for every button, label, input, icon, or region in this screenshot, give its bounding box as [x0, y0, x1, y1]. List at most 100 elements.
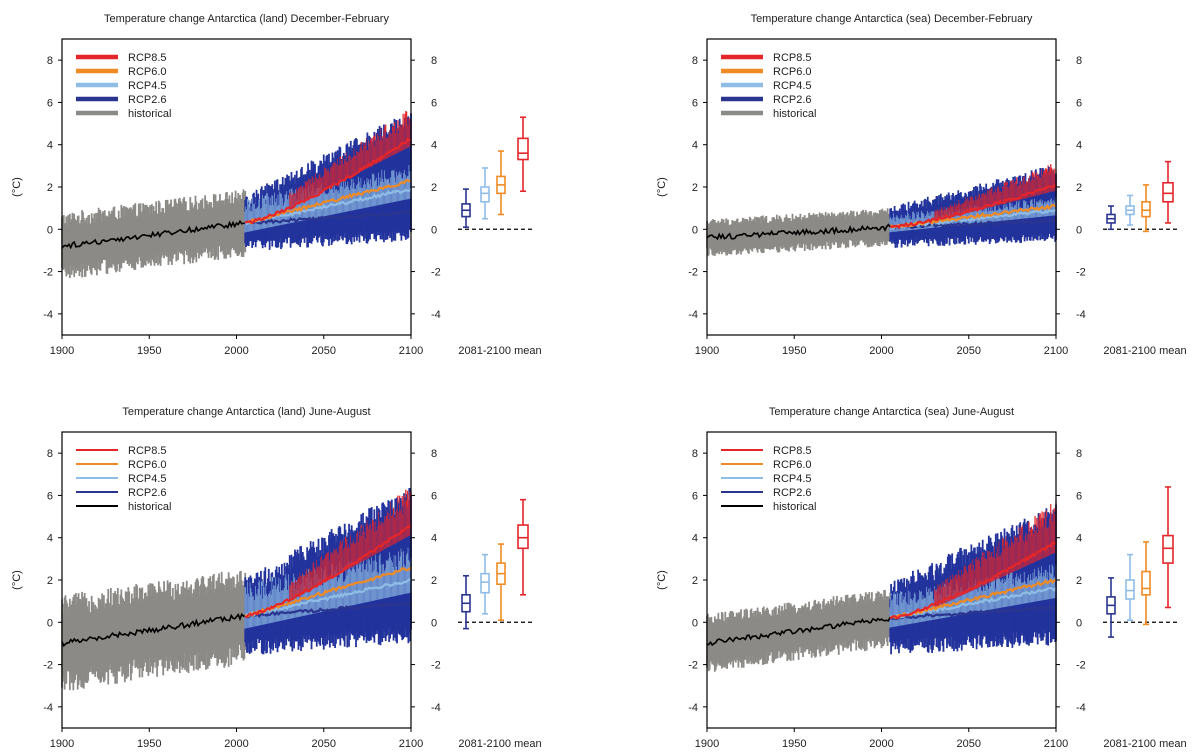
- y-tick-label-right: -4: [431, 702, 441, 714]
- legend-label-historical: historical: [773, 108, 816, 120]
- y-tick-label-right: 8: [1076, 448, 1082, 460]
- y-tick-label-right: -4: [431, 309, 441, 321]
- legend-label-historical: historical: [773, 501, 816, 513]
- y-axis-label: (°C): [656, 177, 668, 197]
- y-tick-label-left: -4: [688, 702, 698, 714]
- x-tick-label: 2050: [957, 738, 981, 750]
- historical-mean-line: [61, 612, 246, 648]
- y-tick-label-right: 2: [1076, 575, 1082, 587]
- y-tick-label-left: 8: [692, 448, 698, 460]
- right-axis-label: 2081-2100 mean: [458, 345, 541, 357]
- y-tick-label-left: 6: [47, 97, 53, 109]
- y-tick-label-right: -4: [1076, 309, 1086, 321]
- y-tick-label-left: 8: [47, 55, 53, 67]
- y-tick-label-right: 8: [431, 55, 437, 67]
- chart-panel-sea-djf: Temperature change Antarctica (sea) Dece…: [645, 0, 1197, 360]
- y-tick-label-left: 6: [47, 490, 53, 502]
- plot-area: [706, 164, 1057, 257]
- series-mean-line-rcp26: [889, 605, 1057, 621]
- boxplot-rcp60: [496, 150, 506, 216]
- boxplot-box: [480, 186, 490, 203]
- series-mean-line-rcp85: [244, 137, 412, 225]
- chart-svg: Temperature change Antarctica (land) Jun…: [11, 406, 542, 750]
- right-axis-label: 2081-2100 mean: [1103, 345, 1186, 357]
- boxplot-rcp60: [1141, 541, 1151, 626]
- legend-label-rcp45: RCP4.5: [128, 473, 167, 485]
- boxplot-rcp45: [480, 553, 490, 615]
- y-tick-label-right: 0: [1076, 224, 1082, 236]
- series-mean-line-rcp85: [889, 540, 1057, 620]
- y-tick-label-right: 4: [431, 140, 437, 152]
- y-tick-label-left: 2: [47, 575, 53, 587]
- historical-spread: [706, 590, 892, 672]
- legend-label-rcp26: RCP2.6: [128, 487, 167, 499]
- y-tick-label-left: 2: [47, 182, 53, 194]
- boxplot-rcp26: [461, 574, 471, 630]
- chart-panel-land-jja: Temperature change Antarctica (land) Jun…: [0, 393, 580, 753]
- historical-mean-line: [61, 219, 246, 250]
- y-tick-label-left: 0: [47, 224, 53, 236]
- x-tick-label: 1950: [137, 345, 161, 357]
- y-axis-label: (°C): [11, 570, 23, 590]
- series-mean-line-rcp26: [244, 210, 412, 225]
- rcp-spread: [889, 500, 1057, 655]
- chart-title: Temperature change Antarctica (land) Dec…: [104, 13, 389, 25]
- y-tick-label-right: 6: [1076, 97, 1082, 109]
- legend-label-rcp45: RCP4.5: [128, 80, 167, 92]
- y-tick-label-right: 0: [1076, 617, 1082, 629]
- right-axis-label: 2081-2100 mean: [458, 738, 541, 750]
- legend-label-rcp60: RCP6.0: [128, 66, 167, 78]
- boxplot-rcp45: [1125, 553, 1135, 621]
- legend: RCP8.5 RCP6.0 RCP4.5 RCP2.6 historical: [721, 52, 816, 120]
- y-tick-label-right: 0: [431, 224, 437, 236]
- y-tick-label-left: 4: [692, 140, 698, 152]
- x-tick-label: 1950: [782, 738, 806, 750]
- boxplot-rcp26: [461, 188, 471, 228]
- x-tick-label: 2000: [224, 345, 248, 357]
- plot-area: [61, 110, 412, 278]
- boxplot-rcp85: [1162, 486, 1174, 609]
- boxplot-box: [1141, 570, 1151, 596]
- rcp-spread: [244, 110, 412, 250]
- y-tick-label-right: 0: [431, 617, 437, 629]
- y-tick-label-left: 4: [692, 533, 698, 545]
- chart-panel-sea-jja: Temperature change Antarctica (sea) June…: [645, 393, 1197, 753]
- y-tick-label-left: 6: [692, 97, 698, 109]
- y-tick-label-right: 4: [1076, 140, 1082, 152]
- boxplot-box: [517, 137, 529, 161]
- y-tick-label-left: -4: [43, 702, 53, 714]
- legend-label-rcp26: RCP2.6: [773, 487, 812, 499]
- y-tick-label-left: 0: [47, 617, 53, 629]
- y-tick-label-right: 2: [1076, 182, 1082, 194]
- chart-panel-land-djf: Temperature change Antarctica (land) Dec…: [0, 0, 580, 360]
- historical-mean-line: [706, 616, 891, 647]
- legend-label-rcp26: RCP2.6: [773, 94, 812, 106]
- y-tick-label-right: 8: [1076, 55, 1082, 67]
- boxplot-box: [1125, 579, 1135, 600]
- y-tick-label-left: -4: [688, 309, 698, 321]
- y-tick-label-left: 4: [47, 533, 53, 545]
- y-tick-label-right: 2: [431, 182, 437, 194]
- chart-svg: Temperature change Antarctica (sea) Dece…: [656, 13, 1187, 357]
- legend-label-rcp85: RCP8.5: [128, 445, 167, 457]
- chart-title: Temperature change Antarctica (land) Jun…: [122, 406, 370, 418]
- legend-label-historical: historical: [128, 501, 171, 513]
- boxplot-rcp26: [1106, 577, 1116, 638]
- boxplot-rcp26: [1106, 205, 1116, 231]
- chart-title: Temperature change Antarctica (sea) June…: [769, 406, 1014, 418]
- chart-svg: Temperature change Antarctica (land) Dec…: [11, 13, 542, 357]
- rcp-spread: [244, 487, 412, 655]
- plot-area: [61, 487, 412, 691]
- y-tick-label-right: 6: [431, 490, 437, 502]
- boxplot-rcp85: [517, 498, 529, 596]
- x-tick-label: 1900: [695, 345, 719, 357]
- boxplot-rcp45: [480, 167, 490, 220]
- x-tick-label: 1900: [695, 738, 719, 750]
- y-tick-label-right: -2: [431, 660, 441, 672]
- boxplot-box: [1141, 201, 1151, 218]
- historical-mean-line: [706, 223, 891, 241]
- boxplot-box: [480, 572, 490, 594]
- boxplot-box: [517, 524, 529, 550]
- right-axis-label: 2081-2100 mean: [1103, 738, 1186, 750]
- x-tick-label: 1900: [50, 345, 74, 357]
